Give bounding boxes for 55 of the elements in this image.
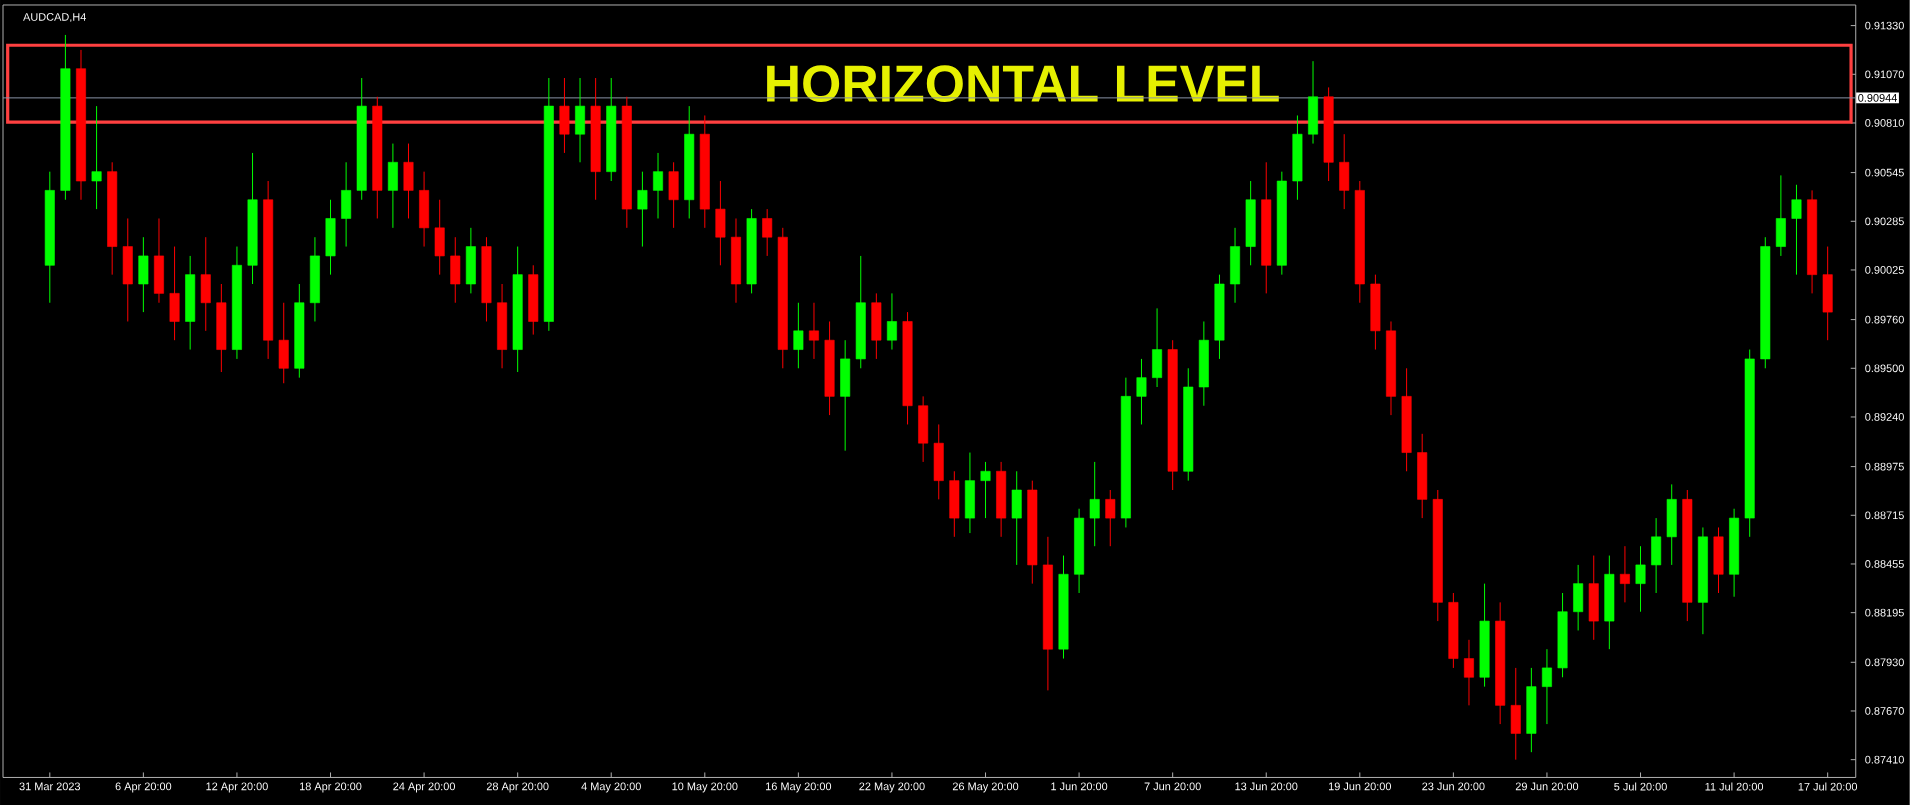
y-tick-label: 0.87410 bbox=[1865, 755, 1904, 764]
x-tick-label: 29 Jun 20:00 bbox=[1515, 782, 1579, 791]
x-tick-label: 13 Jun 20:00 bbox=[1235, 782, 1298, 791]
y-tick-label: 0.90285 bbox=[1865, 217, 1904, 225]
x-tick-label: 17 Jul 20:00 bbox=[1798, 782, 1858, 791]
candlestick bbox=[1136, 358, 1147, 425]
candlestick bbox=[1089, 461, 1100, 547]
x-tick-label: 7 Jun 20:00 bbox=[1144, 782, 1201, 791]
y-tick-label: 0.89760 bbox=[1865, 315, 1904, 324]
candlestick bbox=[793, 302, 804, 369]
y-tick-label: 0.90545 bbox=[1865, 168, 1904, 177]
x-tick-label: 22 May 20:00 bbox=[859, 782, 925, 793]
y-tick-label: 0.87930 bbox=[1865, 658, 1904, 666]
candlestick bbox=[886, 292, 897, 350]
y-tick-label: 0.88455 bbox=[1865, 559, 1904, 568]
y-tick-label: 0.87670 bbox=[1865, 706, 1904, 715]
candlestick bbox=[1105, 489, 1116, 547]
text: AUDCAD,H4 bbox=[23, 12, 87, 22]
candlestick bbox=[637, 170, 648, 247]
y-tick-label: 0.89240 bbox=[1865, 412, 1904, 421]
candlestick bbox=[653, 152, 663, 219]
x-tick-label: 28 Apr 20:00 bbox=[486, 782, 549, 793]
ref-line-label: 0.90944 bbox=[1858, 93, 1897, 102]
x-tick-label: 18 Apr 20:00 bbox=[300, 782, 362, 793]
candlestick bbox=[1619, 545, 1630, 603]
candlestick bbox=[762, 208, 773, 257]
y-tick-label: 0.88975 bbox=[1865, 462, 1904, 471]
y-tick-label: 0.89500 bbox=[1865, 364, 1904, 372]
y-tick-label: 0.88715 bbox=[1865, 511, 1904, 519]
x-tick-label: 23 Jun 20:00 bbox=[1422, 782, 1485, 791]
band-label: HORIZONTAL LEVEL bbox=[767, 65, 1279, 102]
x-tick-label: 11 Jul 20:00 bbox=[1705, 782, 1764, 791]
y-tick-label: 0.91070 bbox=[1865, 70, 1904, 78]
x-tick-label: 26 May 20:00 bbox=[952, 782, 1019, 793]
candlestick bbox=[91, 105, 102, 210]
x-tick-label: 10 May 20:00 bbox=[672, 782, 738, 793]
x-tick-label: 12 Apr 20:00 bbox=[206, 782, 268, 793]
y-tick-label: 0.90810 bbox=[1865, 118, 1904, 127]
x-tick-label: 4 May 20:00 bbox=[581, 782, 641, 793]
x-tick-label: 16 May 20:00 bbox=[766, 782, 832, 793]
x-tick-label: 6 Apr 20:00 bbox=[115, 782, 172, 793]
y-tick-label: 0.90025 bbox=[1865, 265, 1904, 274]
candlestick bbox=[1541, 648, 1552, 725]
x-tick-label: 1 Jun 20:00 bbox=[1051, 782, 1108, 791]
x-tick-label: 5 Jul 20:00 bbox=[1614, 782, 1667, 791]
y-tick-label: 0.88195 bbox=[1865, 608, 1904, 617]
y-tick-label: 0.91330 bbox=[1865, 21, 1904, 30]
x-tick-label: 24 Apr 20:00 bbox=[393, 782, 455, 793]
candlestick bbox=[980, 461, 991, 519]
candlestick bbox=[1464, 639, 1474, 706]
x-tick-label: 19 Jun 20:00 bbox=[1328, 782, 1392, 791]
candlestick bbox=[1635, 545, 1646, 613]
candlestick bbox=[1791, 184, 1802, 275]
x-tick-label: 31 Mar 2023 bbox=[19, 782, 81, 791]
candlestick bbox=[809, 302, 819, 360]
